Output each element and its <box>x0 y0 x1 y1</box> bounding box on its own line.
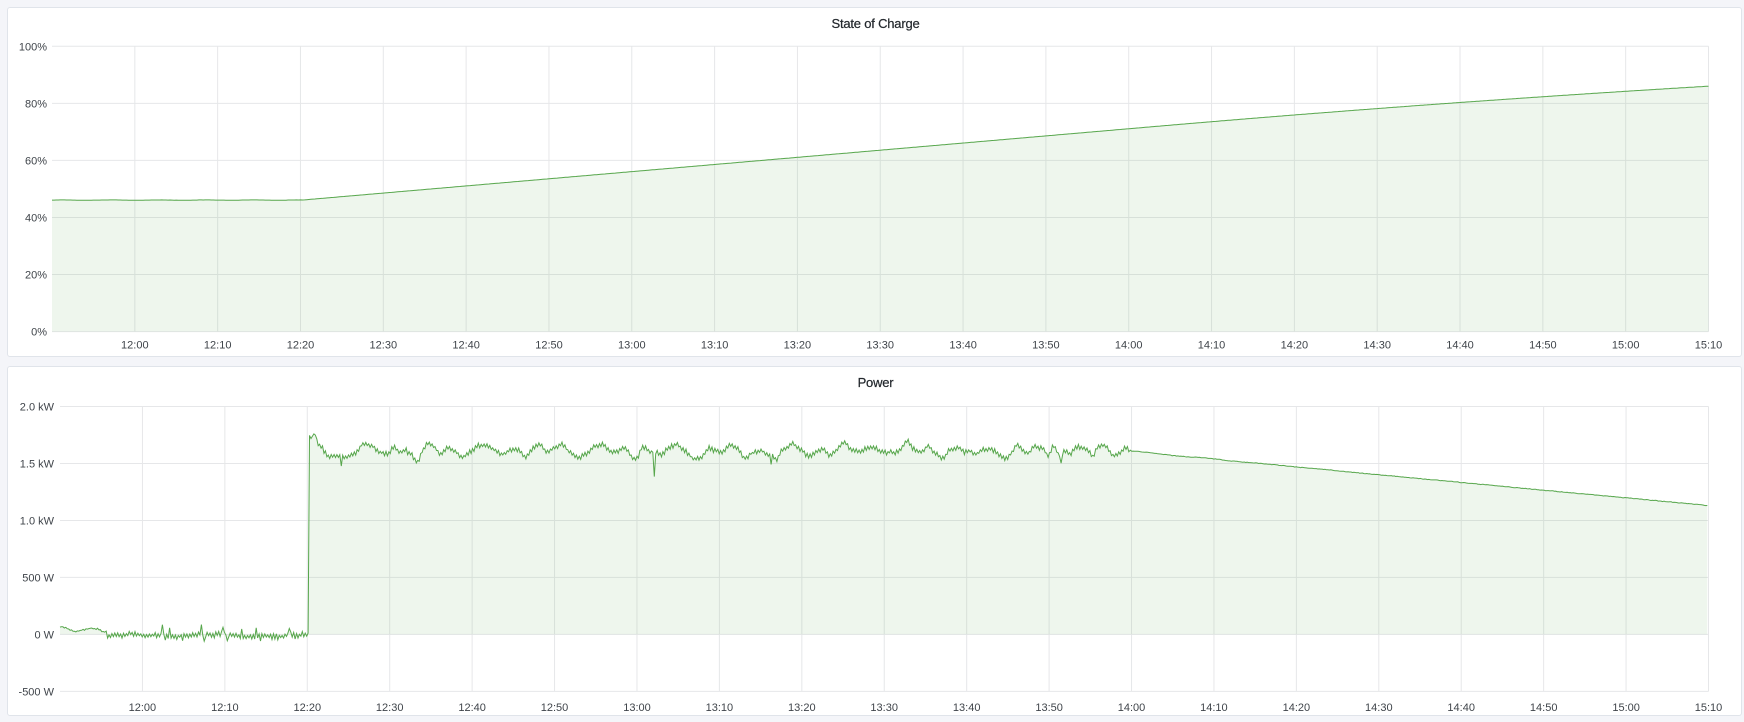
svg-text:13:40: 13:40 <box>953 702 981 714</box>
svg-text:14:10: 14:10 <box>1200 702 1228 714</box>
svg-text:14:00: 14:00 <box>1118 702 1146 714</box>
svg-text:80%: 80% <box>25 98 47 110</box>
svg-text:12:20: 12:20 <box>287 340 315 352</box>
svg-text:500 W: 500 W <box>22 572 54 584</box>
svg-text:14:40: 14:40 <box>1447 702 1475 714</box>
svg-text:12:20: 12:20 <box>294 702 322 714</box>
svg-text:13:50: 13:50 <box>1032 340 1060 352</box>
svg-text:13:20: 13:20 <box>784 340 812 352</box>
svg-text:12:00: 12:00 <box>129 702 157 714</box>
svg-text:14:20: 14:20 <box>1281 340 1309 352</box>
svg-text:1.0 kW: 1.0 kW <box>20 516 55 528</box>
svg-text:14:30: 14:30 <box>1365 702 1393 714</box>
svg-text:State of Charge: State of Charge <box>831 16 919 31</box>
svg-text:0 W: 0 W <box>34 629 54 641</box>
svg-text:15:00: 15:00 <box>1612 702 1640 714</box>
svg-text:13:20: 13:20 <box>788 702 816 714</box>
svg-text:12:00: 12:00 <box>121 340 149 352</box>
svg-text:14:10: 14:10 <box>1198 340 1226 352</box>
svg-text:14:40: 14:40 <box>1446 340 1474 352</box>
svg-text:13:40: 13:40 <box>949 340 977 352</box>
svg-text:0%: 0% <box>31 327 47 339</box>
svg-text:12:10: 12:10 <box>211 702 239 714</box>
svg-text:14:20: 14:20 <box>1283 702 1311 714</box>
svg-text:-500 W: -500 W <box>19 686 55 698</box>
svg-text:15:00: 15:00 <box>1612 340 1640 352</box>
svg-text:12:10: 12:10 <box>204 340 232 352</box>
svg-text:12:30: 12:30 <box>376 702 404 714</box>
svg-text:15:10: 15:10 <box>1695 340 1723 352</box>
svg-text:12:50: 12:50 <box>541 702 569 714</box>
svg-text:60%: 60% <box>25 155 47 167</box>
svg-text:Power: Power <box>858 375 895 390</box>
svg-text:14:50: 14:50 <box>1529 340 1557 352</box>
svg-text:20%: 20% <box>25 270 47 282</box>
svg-text:13:00: 13:00 <box>623 702 651 714</box>
svg-text:2.0 kW: 2.0 kW <box>20 402 55 414</box>
svg-text:14:50: 14:50 <box>1530 702 1558 714</box>
svg-text:13:10: 13:10 <box>701 340 729 352</box>
svg-text:12:50: 12:50 <box>535 340 563 352</box>
svg-text:13:30: 13:30 <box>866 340 894 352</box>
svg-text:13:00: 13:00 <box>618 340 646 352</box>
svg-text:12:30: 12:30 <box>370 340 398 352</box>
svg-text:15:10: 15:10 <box>1695 702 1723 714</box>
svg-text:12:40: 12:40 <box>458 702 486 714</box>
svg-text:13:10: 13:10 <box>706 702 734 714</box>
svg-text:12:40: 12:40 <box>452 340 480 352</box>
svg-text:13:50: 13:50 <box>1035 702 1063 714</box>
svg-text:14:30: 14:30 <box>1363 340 1391 352</box>
svg-text:14:00: 14:00 <box>1115 340 1143 352</box>
svg-text:13:30: 13:30 <box>870 702 898 714</box>
svg-text:40%: 40% <box>25 213 47 225</box>
svg-text:100%: 100% <box>19 41 47 53</box>
svg-text:1.5 kW: 1.5 kW <box>20 459 55 471</box>
